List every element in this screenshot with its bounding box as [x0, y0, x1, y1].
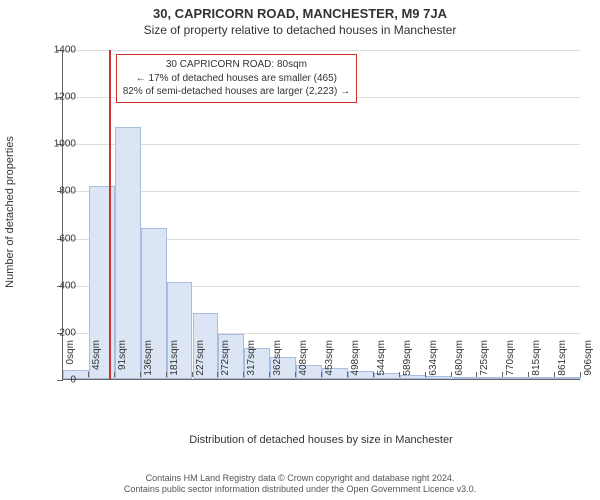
x-tick-label: 181sqm — [169, 340, 180, 390]
x-tick — [580, 372, 581, 377]
x-tick-label: 680sqm — [454, 340, 465, 390]
x-tick-label: 408sqm — [298, 340, 309, 390]
x-tick — [166, 372, 167, 377]
x-tick — [528, 372, 529, 377]
property-callout: 30 CAPRICORN ROAD: 80sqm← 17% of detache… — [116, 54, 357, 103]
x-tick — [88, 372, 89, 377]
x-tick-label: 45sqm — [91, 340, 102, 390]
x-tick — [62, 372, 63, 377]
y-tick-label: 800 — [36, 186, 76, 197]
x-axis-title: Distribution of detached houses by size … — [62, 434, 580, 446]
x-tick — [140, 372, 141, 377]
property-marker-line — [109, 50, 111, 379]
x-tick-label: 634sqm — [428, 340, 439, 390]
x-tick-label: 453sqm — [324, 340, 335, 390]
footer-line2: Contains public sector information distr… — [0, 484, 600, 496]
x-tick-label: 362sqm — [272, 340, 283, 390]
x-tick-label: 906sqm — [583, 340, 594, 390]
y-tick-label: 1400 — [36, 45, 76, 56]
callout-line: 30 CAPRICORN ROAD: 80sqm — [123, 58, 350, 72]
y-tick-label: 200 — [36, 327, 76, 338]
footer-line1: Contains HM Land Registry data © Crown c… — [0, 473, 600, 485]
footer-attribution: Contains HM Land Registry data © Crown c… — [0, 473, 600, 496]
x-tick — [399, 372, 400, 377]
x-tick-label: 317sqm — [246, 340, 257, 390]
x-tick — [476, 372, 477, 377]
chart-title-address: 30, CAPRICORN ROAD, MANCHESTER, M9 7JA — [0, 6, 600, 21]
x-tick — [243, 372, 244, 377]
x-tick — [373, 372, 374, 377]
y-axis-title: Number of detached properties — [4, 136, 16, 288]
x-tick — [114, 372, 115, 377]
gridline — [63, 50, 580, 51]
x-tick-label: 544sqm — [376, 340, 387, 390]
x-tick-label: 815sqm — [531, 340, 542, 390]
callout-line: ← 17% of detached houses are smaller (46… — [123, 72, 350, 86]
x-tick — [192, 372, 193, 377]
x-tick — [295, 372, 296, 377]
y-tick-label: 1000 — [36, 139, 76, 150]
x-tick — [347, 372, 348, 377]
chart-subtitle: Size of property relative to detached ho… — [0, 23, 600, 37]
x-tick-label: 861sqm — [557, 340, 568, 390]
x-tick-label: 136sqm — [143, 340, 154, 390]
x-tick-label: 589sqm — [402, 340, 413, 390]
x-tick — [451, 372, 452, 377]
x-tick-label: 272sqm — [220, 340, 231, 390]
callout-line: 82% of semi-detached houses are larger (… — [123, 85, 350, 99]
y-tick-label: 600 — [36, 233, 76, 244]
x-tick — [502, 372, 503, 377]
x-tick-label: 770sqm — [505, 340, 516, 390]
y-tick-label: 1200 — [36, 92, 76, 103]
x-tick — [321, 372, 322, 377]
x-tick — [217, 372, 218, 377]
x-tick-label: 91sqm — [117, 340, 128, 390]
chart-title-block: 30, CAPRICORN ROAD, MANCHESTER, M9 7JA S… — [0, 0, 600, 37]
x-tick-label: 725sqm — [479, 340, 490, 390]
y-tick-label: 400 — [36, 280, 76, 291]
x-tick-label: 227sqm — [195, 340, 206, 390]
x-tick-label: 0sqm — [65, 340, 76, 390]
x-tick — [269, 372, 270, 377]
chart-area: Number of detached properties Distributi… — [0, 42, 600, 452]
x-tick-label: 498sqm — [350, 340, 361, 390]
x-tick — [554, 372, 555, 377]
x-tick — [425, 372, 426, 377]
